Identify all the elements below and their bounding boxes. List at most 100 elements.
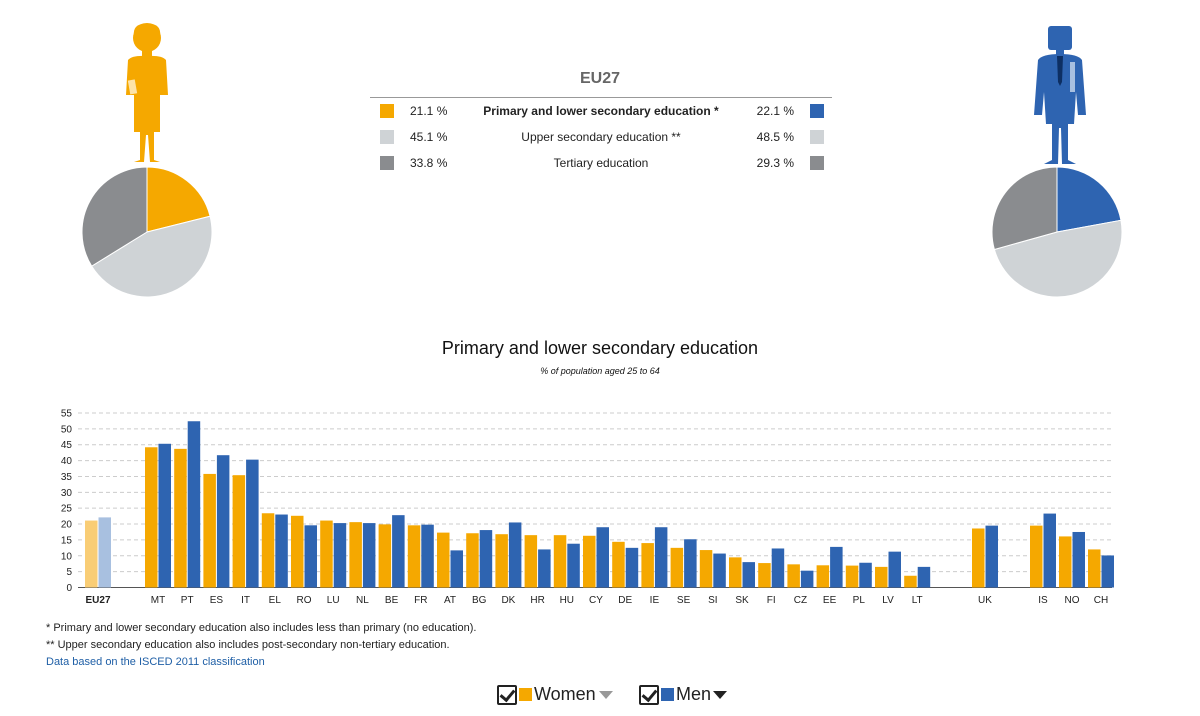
bar-men-pl[interactable] [859,562,872,588]
y-tick-label: 35 [61,472,73,483]
bar-men-lv[interactable] [888,551,902,588]
bar-women-ch[interactable] [1088,549,1101,588]
bar-men-be[interactable] [392,515,405,588]
chevron-down-icon[interactable] [713,691,727,699]
bar-men-si[interactable] [713,553,726,588]
bar-women-el[interactable] [261,513,275,588]
row-label: Upper secondary education ** [521,130,681,144]
bar-women-pl[interactable] [845,565,859,588]
bar-women-es[interactable] [203,473,216,588]
legend-women-toggle[interactable]: Women [495,683,615,707]
y-tick-label: 15 [61,535,73,546]
bar-men-mt[interactable] [158,443,172,588]
men-percent: 29.3 % [756,156,794,170]
bar-women-de[interactable] [612,541,625,588]
summary-row-upper: 45.1 % Upper secondary education ** 48.5… [370,127,832,147]
checkbox-checked-icon[interactable] [497,685,517,705]
bar-men-ro[interactable] [304,525,318,588]
bar-men-hu[interactable] [567,543,580,588]
x-tick-label: CZ [794,595,807,606]
checkbox-checked-icon[interactable] [639,685,659,705]
bar-men-is[interactable] [1043,513,1057,588]
bar-men-uk[interactable] [985,525,999,588]
bar-women-fi[interactable] [758,563,771,588]
bar-men-no[interactable] [1072,531,1086,588]
bar-women-pt[interactable] [174,448,187,588]
bar-women-hr[interactable] [524,535,538,588]
bar-men-sk[interactable] [742,562,756,588]
y-tick-label: 25 [61,504,73,515]
bar-women-ro[interactable] [291,515,304,588]
bar-men-eu27[interactable] [98,517,112,588]
bar-women-uk[interactable] [972,528,985,588]
bar-women-lu[interactable] [320,520,333,588]
bar-women-is[interactable] [1030,525,1043,588]
bar-men-el[interactable] [275,514,288,588]
women-percent: 21.1 % [410,104,448,118]
bar-women-no[interactable] [1059,536,1072,588]
footnote-upper: ** Upper secondary education also includ… [46,639,450,651]
x-tick-label: CY [589,595,603,606]
bar-women-ee[interactable] [816,565,830,588]
bar-women-mt[interactable] [145,447,158,588]
bar-men-nl[interactable] [362,523,376,588]
women-pie-slice-upper-secondary [90,215,213,298]
x-tick-label: LT [912,595,923,606]
women-swatch [380,156,394,170]
bar-women-hu[interactable] [553,535,567,588]
x-tick-label: FI [767,595,776,606]
x-tick-label: SK [735,595,749,606]
bar-women-nl[interactable] [349,522,362,588]
bar-women-cz[interactable] [787,564,800,588]
bar-men-ch[interactable] [1101,555,1115,588]
y-tick-label: 30 [61,488,73,499]
x-tick-label: NL [356,595,369,606]
bar-women-at[interactable] [437,532,450,588]
bar-women-si[interactable] [699,550,713,588]
row-label: Tertiary education [553,156,649,170]
bar-men-lu[interactable] [333,523,347,588]
women-swatch [380,104,394,118]
bar-men-bg[interactable] [479,530,493,588]
bar-women-ie[interactable] [641,543,654,588]
bar-men-cz[interactable] [800,570,814,588]
footnote-primary: * Primary and lower secondary education … [46,622,477,634]
bar-women-se[interactable] [670,547,684,588]
bar-men-lt[interactable] [917,566,931,588]
bar-women-dk[interactable] [495,534,508,588]
x-tick-label: SE [677,595,691,606]
bar-men-dk[interactable] [508,522,522,588]
bar-women-sk[interactable] [729,557,742,588]
bar-women-fr[interactable] [407,525,421,588]
men-pie-slice-primary [1056,166,1122,233]
bar-women-it[interactable] [232,475,246,588]
bar-men-cy[interactable] [596,527,610,588]
bar-women-bg[interactable] [466,533,479,588]
bar-men-fr[interactable] [421,524,434,588]
legend-men-toggle[interactable]: Men [637,683,737,707]
bar-men-pt[interactable] [187,421,201,588]
men-percent: 22.1 % [756,104,794,118]
bar-men-fi[interactable] [771,548,785,588]
men-pie-slice-upper-secondary [993,219,1123,298]
row-label: Primary and lower secondary education * [483,104,719,118]
bar-men-ie[interactable] [654,527,668,588]
bar-men-it[interactable] [246,459,259,588]
x-tick-label: BE [385,595,399,606]
bar-women-lt[interactable] [904,575,917,588]
bar-men-hr[interactable] [538,549,551,588]
y-tick-label: 0 [66,583,72,594]
chevron-down-icon[interactable] [599,691,613,699]
bar-men-at[interactable] [450,550,464,588]
y-tick-label: 5 [66,567,72,578]
bar-women-eu27[interactable] [85,520,98,588]
chart-subtitle: % of population aged 25 to 64 [540,366,660,376]
bar-men-es[interactable] [216,455,230,588]
bar-women-be[interactable] [378,524,392,588]
bar-women-cy[interactable] [583,535,596,588]
bar-men-se[interactable] [684,539,697,588]
bar-men-de[interactable] [625,547,639,588]
isced-classification-link[interactable]: Data based on the ISCED 2011 classificat… [46,656,265,668]
bar-women-lv[interactable] [875,566,888,588]
bar-men-ee[interactable] [830,546,843,588]
